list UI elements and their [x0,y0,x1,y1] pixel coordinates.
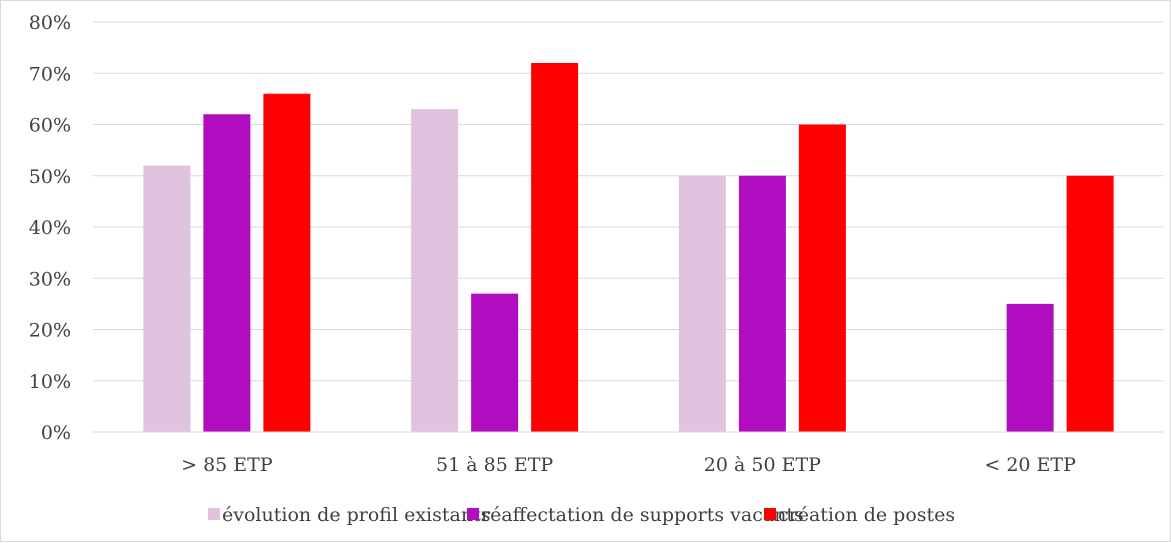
bar-series-2-category-2 [798,124,846,432]
y-tick-label: 60% [29,115,71,137]
bar-series-1-category-3 [1006,303,1054,432]
legend-swatch [764,508,776,520]
y-tick-label: 20% [29,320,71,342]
y-tick-label: 70% [29,63,71,85]
legend-label: réaffectation de supports vacants [481,504,804,526]
legend-swatch [208,508,220,520]
bar-series-2-category-0 [263,93,311,432]
x-category-label: > 85 ETP [181,454,273,476]
bar-series-1-category-0 [203,114,251,432]
legend-label: création de postes [778,504,955,526]
legend-item: création de postes [764,504,955,526]
y-tick-label: 0% [41,422,71,444]
legend-item: évolution de profil existants [208,504,490,526]
bar-series-1-category-2 [738,175,786,432]
y-axis-tick-labels: 0% 10% 20% 30% 40% 50% 60% 70% 80% [29,12,71,444]
x-axis-category-labels: > 85 ETP 51 à 85 ETP 20 à 50 ETP < 20 ETP [181,454,1076,476]
y-tick-label: 80% [29,12,71,34]
legend-label: évolution de profil existants [222,504,490,526]
bar-series-1-category-1 [471,293,519,432]
legend-swatch [467,508,479,520]
bar-series-2-category-3 [1066,175,1114,432]
legend: évolution de profil existantsréaffectati… [208,504,955,526]
y-tick-label: 40% [29,217,71,239]
gridlines [93,21,1164,382]
y-tick-label: 30% [29,268,71,290]
y-tick-label: 10% [29,371,71,393]
legend-item: réaffectation de supports vacants [467,504,804,526]
bars [143,63,1114,432]
x-category-label: < 20 ETP [984,454,1076,476]
bar-series-0-category-1 [411,109,459,432]
x-category-label: 51 à 85 ETP [436,454,553,476]
bar-series-0-category-2 [678,175,726,432]
x-category-label: 20 à 50 ETP [704,454,821,476]
y-tick-label: 50% [29,166,71,188]
bar-series-2-category-1 [531,63,579,432]
bar-series-0-category-0 [143,165,191,432]
